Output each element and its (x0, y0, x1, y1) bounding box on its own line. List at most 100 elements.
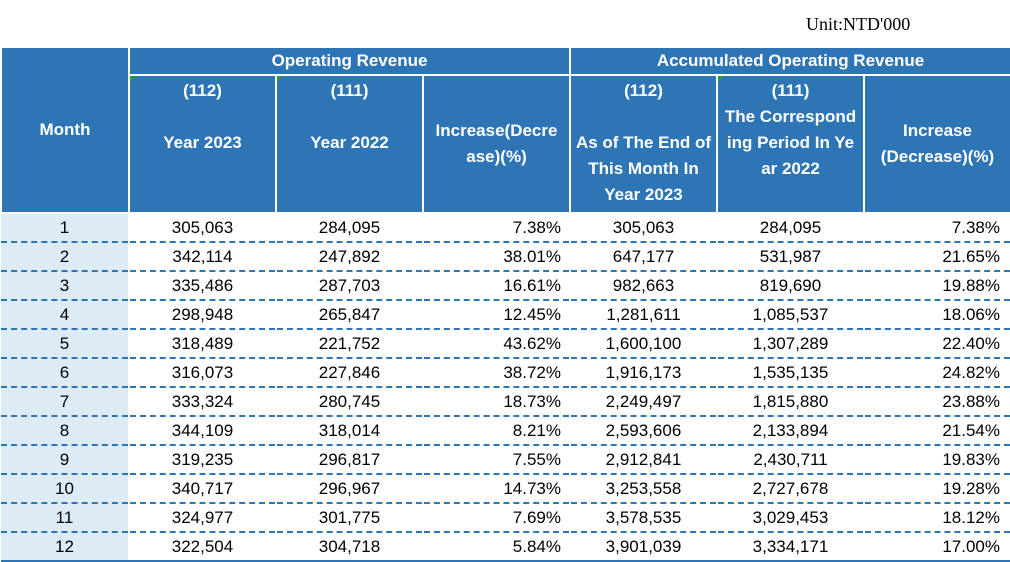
rev-2022-cell: 221,752 (276, 329, 424, 359)
rev-2023-year: Year 2023 (163, 133, 242, 152)
rev-2023-roc-year: (112) (183, 81, 222, 100)
rev-change-cell: 5.84% (423, 532, 571, 562)
month-cell: 10 (1, 474, 130, 504)
rev-change-cell: 14.73% (423, 474, 571, 504)
rev-2023-cell: 344,109 (129, 416, 277, 446)
table-row: 7 333,324 280,745 18.73% 2,249,497 1,815,880 2… (1, 387, 1010, 417)
unit-label: Unit:NTD'000 (806, 14, 911, 34)
rev-2023-cell: 340,717 (129, 474, 277, 504)
table-row: 6 316,073 227,846 38.72% 1,916,173 1,535,135 2… (1, 358, 1010, 388)
rev-change-cell: 12.45% (423, 300, 571, 330)
rev-2022-cell: 247,892 (276, 242, 424, 272)
table-row: 12 322,504 304,718 5.84% 3,901,039 3,334,171 1… (1, 532, 1010, 562)
rev-change-cell: 38.01% (423, 242, 571, 272)
acc-change-header: Increase (Decrease)(%) (863, 74, 1010, 214)
acc-change-cell: 18.12% (864, 503, 1010, 533)
acc-2022-cell: 819,690 (717, 271, 865, 301)
table-row: 2 342,114 247,892 38.01% 647,177 531,987 21.65… (1, 242, 1010, 272)
acc-change-cell: 23.88% (864, 387, 1010, 417)
month-cell: 3 (1, 271, 130, 301)
acc-2023-cell: 3,901,039 (570, 532, 718, 562)
acc-2023-cell: 1,916,173 (570, 358, 718, 388)
rev-2023-cell: 316,073 (129, 358, 277, 388)
acc-2023-cell: 2,593,606 (570, 416, 718, 446)
rev-change-cell: 8.21% (423, 416, 571, 446)
acc-2022-cell: 1,815,880 (717, 387, 865, 417)
rev-2022-cell: 296,967 (276, 474, 424, 504)
rev-2022-cell: 318,014 (276, 416, 424, 446)
acc-2022-cell: 1,085,537 (717, 300, 865, 330)
rev-change-cell: 16.61% (423, 271, 571, 301)
acc-2023-cell: 3,253,558 (570, 474, 718, 504)
acc-change-cell: 17.00% (864, 532, 1010, 562)
table-row: 1 305,063 284,095 7.38% 305,063 284,095 7.38% (1, 213, 1010, 243)
month-cell: 8 (1, 416, 130, 446)
rev-2022-roc-year: (111) (330, 81, 369, 100)
table-row: 4 298,948 265,847 12.45% 1,281,611 1,085,537 1… (1, 300, 1010, 330)
table-row: 11 324,977 301,775 7.69% 3,578,535 3,029,453 1… (1, 503, 1010, 533)
acc-2022-cell: 1,535,135 (717, 358, 865, 388)
rev-2022-cell: 296,817 (276, 445, 424, 475)
month-cell: 7 (1, 387, 130, 417)
month-cell: 11 (1, 503, 130, 533)
acc-2022-cell: 531,987 (717, 242, 865, 272)
acc-change-cell: 19.88% (864, 271, 1010, 301)
acc-2022-cell: 1,307,289 (717, 329, 865, 359)
month-header: Month (0, 46, 130, 214)
comment-marker-icon (130, 76, 136, 82)
acc-2022-cell: 2,133,894 (717, 416, 865, 446)
rev-2022-cell: 301,775 (276, 503, 424, 533)
rev-2022-header: (111) Year 2022 (275, 74, 424, 214)
rev-change-cell: 43.62% (423, 329, 571, 359)
acc-change-cell: 7.38% (864, 213, 1010, 243)
acc-2023-cell: 982,663 (570, 271, 718, 301)
rev-2022-cell: 227,846 (276, 358, 424, 388)
table-row: 9 319,235 296,817 7.55% 2,912,841 2,430,711 19… (1, 445, 1010, 475)
acc-change-cell: 21.65% (864, 242, 1010, 272)
acc-2023-header: (112) As of The End of This Month In Yea… (569, 74, 718, 214)
acc-2022-desc: The Corresponding Period In Year 2022 (724, 107, 857, 178)
table-row: 8 344,109 318,014 8.21% 2,593,606 2,133,894 21… (1, 416, 1010, 446)
rev-2023-cell: 298,948 (129, 300, 277, 330)
rev-2023-cell: 319,235 (129, 445, 277, 475)
acc-2023-cell: 305,063 (570, 213, 718, 243)
comment-marker-icon (718, 76, 724, 82)
acc-change-cell: 22.40% (864, 329, 1010, 359)
rev-2022-cell: 287,703 (276, 271, 424, 301)
month-cell: 9 (1, 445, 130, 475)
revenue-table: Month Operating Revenue Accumulated Oper… (0, 46, 1010, 562)
acc-2023-cell: 1,600,100 (570, 329, 718, 359)
rev-change-cell: 38.72% (423, 358, 571, 388)
rev-2022-cell: 304,718 (276, 532, 424, 562)
acc-change-cell: 19.28% (864, 474, 1010, 504)
table-row: 5 318,489 221,752 43.62% 1,600,100 1,307,289 2… (1, 329, 1010, 359)
month-cell: 6 (1, 358, 130, 388)
acc-2023-cell: 1,281,611 (570, 300, 718, 330)
rev-2022-cell: 265,847 (276, 300, 424, 330)
operating-revenue-header: Operating Revenue (128, 46, 571, 76)
acc-2022-cell: 3,334,171 (717, 532, 865, 562)
rev-2023-header: (112) Year 2023 (128, 74, 277, 214)
acc-2023-cell: 2,912,841 (570, 445, 718, 475)
comment-marker-icon (277, 76, 283, 82)
month-cell: 12 (1, 532, 130, 562)
rev-change-cell: 7.55% (423, 445, 571, 475)
acc-2022-roc-year: (111) (771, 81, 810, 100)
rev-2022-cell: 284,095 (276, 213, 424, 243)
rev-2023-cell: 333,324 (129, 387, 277, 417)
rev-2023-cell: 324,977 (129, 503, 277, 533)
acc-2022-cell: 2,727,678 (717, 474, 865, 504)
acc-change-cell: 18.06% (864, 300, 1010, 330)
rev-change-label: Increase(Decrease)(%) (435, 121, 558, 166)
acc-2022-cell: 2,430,711 (717, 445, 865, 475)
table-row: 3 335,486 287,703 16.61% 982,663 819,690 19.88… (1, 271, 1010, 301)
month-cell: 1 (1, 213, 130, 243)
rev-change-cell: 7.38% (423, 213, 571, 243)
month-cell: 5 (1, 329, 130, 359)
acc-2022-cell: 284,095 (717, 213, 865, 243)
rev-2022-year: Year 2022 (310, 133, 389, 152)
rev-2023-cell: 322,504 (129, 532, 277, 562)
acc-change-cell: 21.54% (864, 416, 1010, 446)
acc-2023-desc: As of The End of This Month In Year 2023 (575, 133, 712, 204)
acc-change-label: Increase (Decrease)(%) (880, 121, 995, 166)
